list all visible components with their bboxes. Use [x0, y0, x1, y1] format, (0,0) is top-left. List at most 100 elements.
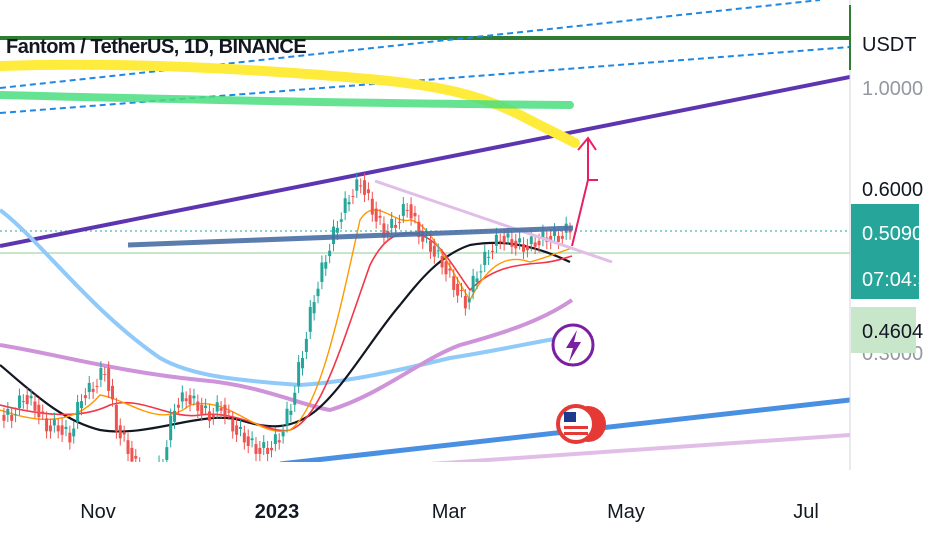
yellow-moving-average — [0, 59, 580, 148]
candle-body — [114, 404, 118, 432]
candle-body — [169, 415, 173, 441]
red-moving-average — [0, 232, 573, 432]
candle-body — [235, 425, 239, 435]
candle-body — [14, 414, 18, 416]
candle-body — [196, 401, 200, 411]
candle-body — [529, 236, 533, 245]
candle-body — [200, 404, 204, 414]
candle-body — [394, 224, 398, 228]
candle-body — [351, 196, 355, 198]
candle-body — [335, 227, 339, 233]
candle-body — [48, 425, 52, 432]
candle-body — [45, 418, 49, 432]
candle-body — [211, 414, 215, 418]
candle-body — [165, 447, 169, 461]
candle-body — [161, 466, 164, 468]
blue-moving-average — [0, 208, 561, 388]
candle-body — [204, 405, 208, 409]
candle-body — [328, 250, 332, 257]
candle-body — [553, 230, 557, 236]
candle-body — [37, 404, 41, 418]
candle-body — [549, 235, 553, 242]
candle-body — [448, 268, 452, 271]
candle-body — [304, 338, 308, 352]
time-tick-2023: 2023 — [255, 501, 300, 523]
candle-body — [150, 482, 153, 493]
candle-body — [339, 219, 343, 222]
candle-body — [219, 408, 223, 411]
candle-body — [324, 262, 328, 269]
countdown-timer: 07:04:56 — [862, 269, 932, 291]
candle-body — [560, 235, 564, 239]
candle-body — [87, 382, 91, 393]
candle-body — [514, 240, 518, 249]
candle-body — [126, 440, 130, 454]
candle-body — [83, 395, 87, 399]
candle-body — [2, 414, 6, 421]
candle-body — [111, 385, 115, 400]
green-moving-average — [0, 91, 574, 109]
candle-body — [266, 447, 270, 454]
candle-body — [76, 401, 80, 422]
price-tick-2: 0.6000 — [862, 179, 923, 201]
candle-body — [556, 235, 560, 242]
candle-body — [68, 432, 72, 443]
candle-body — [537, 240, 541, 246]
candle-body — [510, 239, 514, 247]
candle-body — [452, 276, 456, 290]
candle-body — [56, 425, 60, 432]
candle-body — [258, 447, 262, 454]
candle-body — [107, 368, 111, 391]
price-tick-1: 1.0000 — [862, 78, 923, 100]
candle-body — [347, 202, 351, 205]
candle-body — [138, 464, 141, 479]
candle-body — [238, 426, 242, 429]
purple-trendline — [0, 75, 850, 248]
candle-body — [184, 398, 188, 402]
marked-price-badge — [851, 307, 916, 353]
lightning-badge-icon[interactable] — [551, 323, 595, 367]
currency-label: USDT — [862, 34, 916, 56]
candle-body — [370, 198, 374, 215]
candle-body — [397, 221, 401, 223]
candle-body — [64, 426, 68, 429]
candle-body — [91, 388, 95, 392]
candle-body — [316, 288, 320, 297]
black-moving-average — [0, 241, 571, 433]
candle-body — [60, 425, 64, 435]
candle-body — [10, 414, 14, 421]
candle-body — [522, 244, 526, 252]
candle-body — [359, 185, 363, 187]
candle-body — [158, 462, 161, 477]
candle-body — [533, 242, 537, 247]
candle-body — [498, 240, 502, 242]
candle-body — [72, 428, 76, 437]
candle-body — [456, 283, 460, 296]
candle-body — [146, 476, 149, 477]
candle-body — [122, 432, 126, 435]
marked-price-value: 0.4604 — [862, 321, 923, 343]
candle-body — [250, 438, 254, 441]
candle-body — [401, 204, 405, 216]
candle-body — [440, 256, 444, 268]
candle-body — [242, 432, 246, 443]
candle-body — [494, 234, 498, 246]
candle-body — [382, 223, 386, 238]
candle-body — [289, 410, 293, 415]
symbol-title[interactable]: Fantom / TetherUS, 1D, BINANCE — [6, 36, 307, 58]
us-dollar-coin-icon[interactable] — [556, 404, 606, 444]
candle-body — [41, 411, 45, 413]
candle-body — [254, 444, 258, 454]
candle-body — [378, 215, 382, 218]
candle-body — [463, 296, 467, 309]
candle-body — [491, 250, 495, 253]
candle-body — [428, 240, 432, 252]
candle-body — [487, 256, 491, 258]
candle-body — [363, 180, 367, 195]
candle-body — [273, 434, 277, 445]
projection-arrow — [571, 179, 598, 247]
candle-body — [281, 431, 285, 437]
candle-body — [467, 298, 471, 303]
candle-body — [475, 278, 479, 282]
